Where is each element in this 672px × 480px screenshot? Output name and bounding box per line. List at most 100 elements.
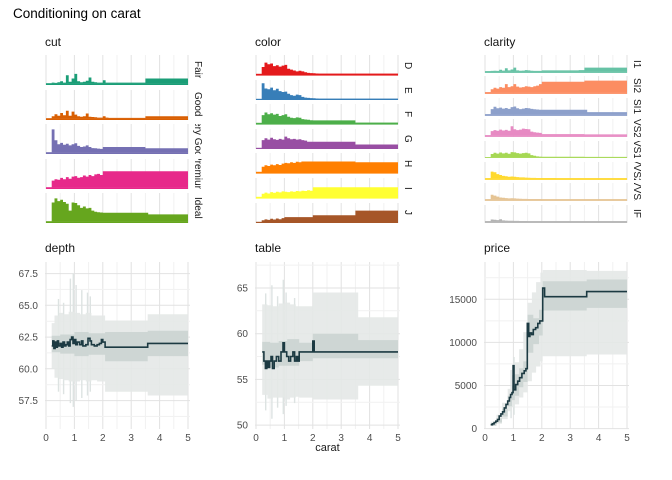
facet-label-box: IF — [631, 205, 651, 223]
histogram-E — [255, 79, 399, 101]
x-tick-label: 0 — [482, 433, 488, 444]
facet-label: IF — [631, 209, 642, 219]
facet-label: SI2 — [631, 77, 642, 93]
y-tick-label: 67.5 — [19, 269, 39, 280]
facet-label: VVS1 — [631, 183, 642, 202]
facet-label-box: VS1 — [631, 141, 651, 159]
y-tick-label: 65.0 — [19, 301, 39, 312]
facet-labels-clarity: I1 SI2 SI1 VS2 VS1 VVS2 VVS1 IF — [631, 55, 651, 223]
facet-label-box: Fair — [192, 55, 212, 85]
line-panel-price: 15000 10000 5000 00 1 2 3 4 5 — [449, 262, 630, 444]
panel-cut-histograms — [45, 55, 190, 223]
facet-label-box: Ideal — [192, 193, 212, 223]
x-tick-label: 3 — [128, 433, 134, 444]
histogram-VS1 — [484, 140, 628, 159]
facet-label-box: Premium — [192, 159, 212, 189]
x-tick-label: 0 — [43, 433, 49, 444]
inner-band — [51, 330, 189, 362]
histogram-H — [255, 153, 399, 174]
x-axis-title: carat — [315, 442, 340, 454]
histogram-SI2 — [484, 76, 628, 95]
median-line — [262, 340, 398, 370]
facet-label-box: VVS2 — [631, 162, 651, 180]
facet-label-box: G — [402, 129, 422, 150]
facet-label: J — [402, 210, 413, 216]
facet-labels-color: D E F G H I J — [402, 55, 422, 223]
x-tick-label: 5 — [395, 433, 401, 444]
x-tick-label: 1 — [282, 433, 288, 444]
x-tick-label: 1 — [511, 433, 517, 444]
histogram-Very Good — [45, 124, 189, 154]
histogram-Ideal — [45, 193, 189, 223]
facet-label-box: I — [402, 178, 422, 199]
histogram-VVS1 — [484, 183, 628, 202]
facet-label: H — [402, 160, 413, 168]
line-panel-depth: 67.5 65.0 62.5 60.0 57.5 0 1 2 3 4 5 — [19, 262, 191, 444]
panel-table: 65 60 55 50 0 1 2 3 4 5 — [230, 256, 423, 460]
panel-title-price: price — [484, 241, 511, 255]
histogram-Good — [45, 89, 189, 120]
x-tick-label: 2 — [100, 433, 106, 444]
histogram-I — [255, 177, 399, 199]
y-tick-label: 60.0 — [19, 364, 39, 375]
panel-title-table: table — [255, 241, 282, 255]
histogram-G — [255, 128, 399, 150]
x-tick-label: 2 — [310, 433, 316, 444]
y-tick-label: 15000 — [449, 295, 477, 306]
panel-clarity-histograms — [484, 55, 629, 223]
x-tick-label: 1 — [72, 433, 78, 444]
facet-label-box: D — [402, 55, 422, 76]
panel-color-histograms — [255, 55, 400, 224]
histogram-J — [255, 202, 399, 224]
facet-label-box: Very Good — [192, 124, 212, 154]
x-tick-label: 2 — [539, 433, 545, 444]
histogram-D — [255, 55, 399, 76]
panel-depth: 67.5 65.0 62.5 60.0 57.5 0 1 2 3 4 5 — [0, 256, 213, 460]
facet-label-box: J — [402, 203, 422, 224]
facet-label-box: VVS1 — [631, 183, 651, 201]
facet-label: I1 — [631, 59, 642, 69]
y-tick-label: 50 — [237, 421, 249, 432]
histogram-Fair — [45, 55, 189, 85]
median-line — [51, 336, 188, 350]
facet-label: VS1 — [631, 140, 642, 159]
facet-label: Very Good — [192, 124, 203, 154]
histogram-SI1 — [484, 97, 628, 116]
plot-title: Conditioning on carat — [13, 6, 141, 21]
facet-label-box: F — [402, 104, 422, 125]
facet-label: SI1 — [631, 99, 642, 115]
facet-label-box: Good — [192, 90, 212, 120]
y-tick-label: 0 — [471, 424, 477, 435]
line-panel-table: 65 60 55 50 0 1 2 3 4 5 — [237, 262, 401, 444]
histogram-F — [255, 104, 399, 125]
facet-label: Good — [192, 92, 203, 117]
y-tick-label: 55 — [237, 375, 249, 386]
x-tick-label: 4 — [596, 433, 602, 444]
y-tick-label: 65 — [237, 284, 249, 295]
y-tick-label: 62.5 — [19, 333, 39, 344]
facet-label: E — [402, 86, 413, 94]
y-tick-label: 57.5 — [19, 396, 39, 407]
facet-label-box: SI2 — [631, 76, 651, 94]
outer-band — [490, 270, 627, 426]
panel-title-depth: depth — [45, 241, 76, 255]
facet-label: VVS2 — [631, 161, 642, 180]
panel-price: 15000 10000 5000 0 0 1 2 3 4 5 — [430, 256, 652, 460]
x-tick-label: 4 — [157, 433, 163, 444]
x-tick-label: 5 — [185, 433, 191, 444]
histogram-IF — [484, 204, 628, 223]
x-tick-label: 3 — [567, 433, 573, 444]
facet-label: Premium — [192, 158, 203, 189]
y-tick-label: 5000 — [455, 381, 478, 392]
facet-label: I — [402, 186, 413, 190]
facet-label: D — [402, 61, 413, 69]
panel-title-cut: cut — [45, 35, 62, 49]
facet-label-box: VS2 — [631, 119, 651, 137]
panel-title-color: color — [255, 35, 282, 49]
facet-label-box: SI1 — [631, 98, 651, 116]
facet-label-box: I1 — [631, 55, 651, 73]
y-tick-label: 10000 — [449, 338, 477, 349]
histogram-I1 — [484, 55, 628, 73]
facet-label-box: E — [402, 80, 422, 101]
